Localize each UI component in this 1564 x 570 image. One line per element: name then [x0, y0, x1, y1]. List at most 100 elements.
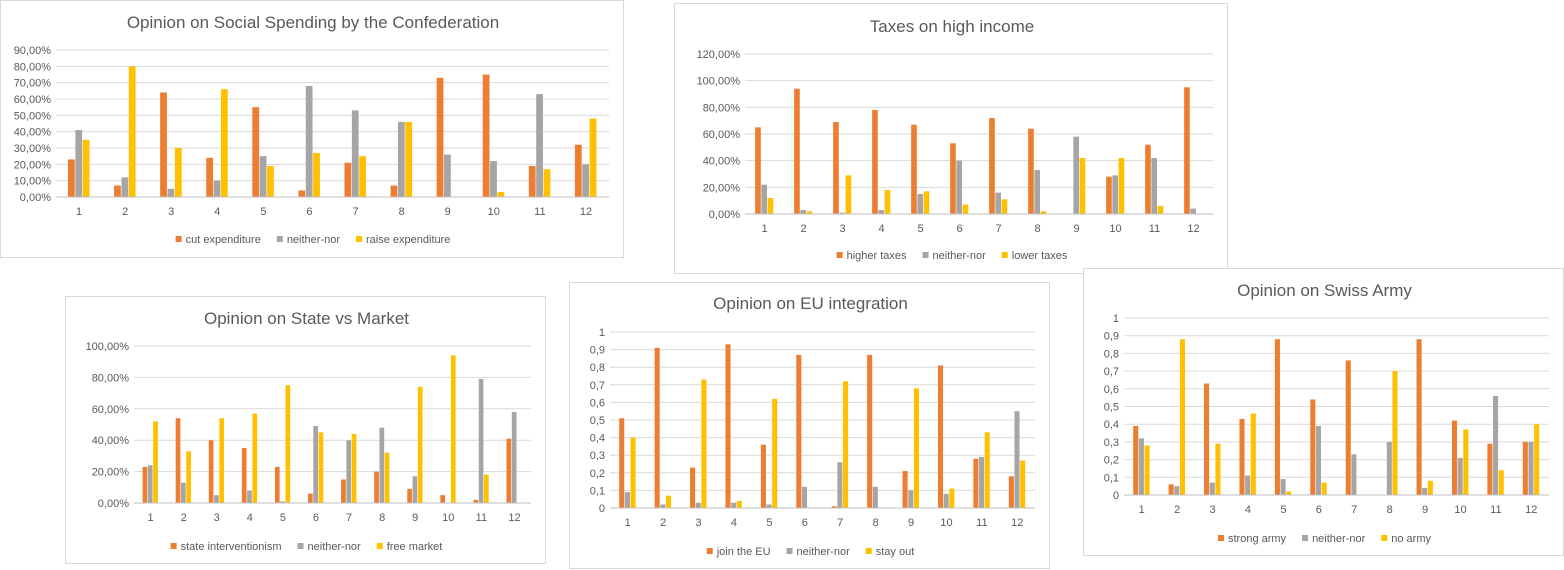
y-tick-label: 40,00%	[14, 127, 52, 139]
bar	[943, 493, 949, 508]
bar	[536, 94, 543, 197]
bar	[543, 169, 551, 197]
bar	[1144, 445, 1150, 495]
bar	[908, 490, 914, 508]
y-tick-label: 0,1	[590, 485, 605, 497]
x-tick-label: 12	[580, 206, 592, 218]
y-tick-label: 60,00%	[92, 404, 130, 416]
bar	[359, 156, 366, 197]
y-tick-label: 100,00%	[697, 76, 741, 88]
bar	[1457, 457, 1463, 495]
bar	[1179, 339, 1186, 495]
x-tick-label: 2	[660, 517, 666, 529]
bar	[280, 501, 285, 503]
x-tick-label: 4	[1245, 504, 1251, 516]
bar	[619, 418, 625, 508]
bar	[1321, 482, 1327, 495]
x-tick-label: 6	[306, 206, 312, 218]
bar	[911, 124, 917, 214]
legend: higher taxes neither-nor lower taxes	[836, 250, 1068, 262]
x-tick-label: 9	[412, 512, 418, 524]
x-tick-label: 9	[1073, 223, 1079, 235]
y-tick-label: 0,5	[1104, 402, 1119, 414]
bar	[1133, 425, 1139, 495]
legend-swatch	[836, 252, 843, 258]
bar	[305, 85, 313, 197]
y-tick-label: 0,5	[590, 415, 605, 427]
x-tick-label: 1	[76, 206, 82, 218]
bar	[833, 122, 839, 214]
bar	[1145, 144, 1151, 214]
y-tick-label: 0,4	[590, 433, 605, 445]
bar	[318, 432, 324, 503]
bar	[1174, 486, 1180, 495]
bar	[660, 504, 666, 508]
bar	[701, 379, 707, 508]
bar	[153, 421, 158, 503]
bar	[285, 385, 291, 503]
x-tick-label: 10	[940, 517, 952, 529]
bar	[1118, 158, 1125, 214]
legend-label: neither-nor	[933, 250, 987, 262]
x-tick-label: 12	[1525, 504, 1537, 516]
bar	[351, 110, 359, 197]
bar	[736, 500, 742, 508]
bar	[878, 210, 885, 214]
chart-title: Opinion on Social Spending by the Confed…	[127, 13, 499, 32]
y-tick-label: 0,3	[1104, 437, 1119, 449]
y-tick-label: 1	[1113, 313, 1119, 325]
chart-social-spending-svg: Opinion on Social Spending by the Confed…	[14, 13, 609, 246]
x-tick-label: 5	[917, 223, 923, 235]
legend: strong army neither-nor no army	[1217, 533, 1432, 545]
bar	[397, 121, 405, 197]
y-tick-label: 0,7	[590, 380, 605, 392]
bar	[220, 89, 228, 197]
bar	[1250, 413, 1256, 495]
bar	[872, 110, 878, 214]
chart-taxes-high-income: Taxes on high income 0,00% 20,00% 40,00% 60,…	[674, 3, 1228, 274]
bar	[121, 177, 129, 197]
bar	[1427, 480, 1433, 495]
legend-swatch	[1001, 252, 1008, 258]
legend-swatch	[706, 548, 713, 554]
bar	[731, 502, 737, 508]
bar	[252, 107, 260, 197]
bar	[1274, 339, 1280, 495]
chart-state-vs-market-svg: Opinion on State vs Market 0,00% 20,00% 40,…	[86, 309, 531, 553]
bar	[1534, 424, 1540, 495]
bar	[412, 476, 418, 503]
bar	[67, 159, 75, 197]
bar	[1522, 441, 1528, 495]
y-tick-label: 0,2	[1104, 455, 1119, 467]
bar	[213, 180, 221, 197]
y-tick-label: 60,00%	[703, 129, 741, 141]
x-tick-label: 8	[873, 517, 879, 529]
bar	[839, 212, 846, 214]
x-tick-label: 9	[908, 517, 914, 529]
x-tick-label: 4	[214, 206, 220, 218]
legend-label: strong army	[1228, 533, 1287, 545]
bar	[665, 495, 672, 508]
bar	[379, 427, 385, 503]
bar	[142, 466, 148, 503]
bar	[407, 488, 412, 503]
x-tick-label: 4	[247, 512, 253, 524]
bar	[1315, 425, 1322, 495]
x-tick-label: 8	[1387, 504, 1393, 516]
x-tick-label: 5	[280, 512, 286, 524]
x-tick-label: 10	[442, 512, 454, 524]
legend-label: lower taxes	[1012, 250, 1068, 262]
bar	[937, 365, 944, 508]
legend: cut expenditure neither-nor raise expendit…	[175, 234, 450, 246]
bar	[690, 467, 696, 508]
bar	[180, 482, 186, 503]
bar	[760, 444, 766, 508]
bar	[845, 175, 852, 214]
chart-taxes-high-income-svg: Taxes on high income 0,00% 20,00% 40,00% 60,…	[697, 17, 1213, 262]
bar	[473, 499, 479, 503]
bar	[1215, 443, 1221, 495]
legend-swatch	[175, 236, 182, 242]
bar	[574, 144, 582, 197]
y-tick-label: 0	[599, 503, 605, 515]
bar	[1463, 429, 1469, 495]
